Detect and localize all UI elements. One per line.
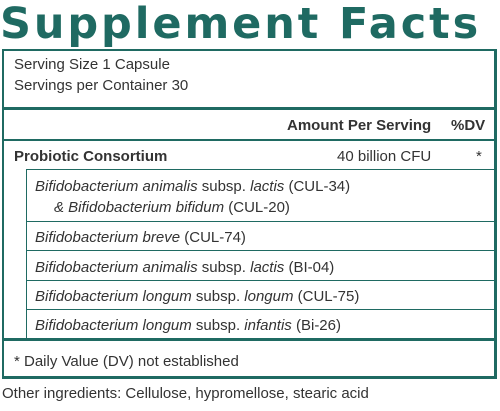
probiotic-consortium-dv: * bbox=[476, 148, 482, 165]
strain-subspecies: lactis bbox=[250, 259, 285, 276]
strain-code: (Bi-26) bbox=[291, 317, 341, 334]
amount-header: Amount Per Serving bbox=[287, 117, 432, 134]
strain-item: Bifidobacterium longum subsp. longum (CU… bbox=[35, 288, 359, 306]
daily-value-footnote: * Daily Value (DV) not established bbox=[14, 353, 239, 370]
strain-subsp: subsp. bbox=[191, 317, 245, 334]
strain-subspecies: longum bbox=[244, 288, 294, 305]
probiotic-consortium-label: Probiotic Consortium bbox=[14, 148, 168, 165]
strain-species: & Bifidobacterium bifidum bbox=[54, 199, 225, 216]
strain-item: Bifidobacterium breve (CUL-74) bbox=[35, 229, 246, 247]
panel-title: Supplement Facts bbox=[0, 0, 482, 49]
serving-size: Serving Size 1 Capsule bbox=[14, 56, 170, 73]
strain-code: (CUL-34) bbox=[284, 178, 351, 195]
strain-code: (BI-04) bbox=[284, 259, 335, 276]
strain-subsp: subsp. bbox=[197, 178, 251, 195]
footer-divider bbox=[4, 338, 494, 341]
strain-rule bbox=[26, 280, 494, 281]
probiotic-consortium-amount: 40 billion CFU bbox=[337, 148, 432, 165]
strain-subspecies: lactis bbox=[250, 178, 285, 195]
facts-box: Serving Size 1 Capsule Servings per Cont… bbox=[2, 49, 497, 379]
strain-item-continued: & Bifidobacterium bifidum (CUL-20) bbox=[54, 199, 290, 217]
strain-code: (CUL-20) bbox=[224, 199, 290, 216]
strain-item: Bifidobacterium longum subsp. infantis (… bbox=[35, 317, 341, 335]
strain-rule bbox=[26, 309, 494, 310]
strain-rule bbox=[26, 221, 494, 222]
strain-species: Bifidobacterium breve bbox=[35, 229, 181, 246]
strain-group-line bbox=[26, 169, 27, 338]
header-divider bbox=[4, 107, 494, 110]
strain-rule bbox=[26, 250, 494, 251]
servings-per-container: Servings per Container 30 bbox=[14, 77, 189, 94]
column-header-rule bbox=[4, 139, 494, 141]
strain-code: (CUL-74) bbox=[180, 229, 246, 246]
strain-item: Bifidobacterium animalis subsp. lactis (… bbox=[35, 259, 334, 277]
strain-item: Bifidobacterium animalis subsp. lactis (… bbox=[35, 178, 350, 196]
strain-species: Bifidobacterium animalis bbox=[35, 259, 198, 276]
strain-rule bbox=[26, 169, 494, 170]
strain-species: Bifidobacterium longum bbox=[35, 317, 192, 334]
strain-subsp: subsp. bbox=[197, 259, 251, 276]
strain-subspecies: infantis bbox=[244, 317, 292, 334]
other-ingredients: Other ingredients: Cellulose, hypromello… bbox=[2, 385, 369, 402]
strain-subsp: subsp. bbox=[191, 288, 245, 305]
strain-species: Bifidobacterium longum bbox=[35, 288, 192, 305]
strain-code: (CUL-75) bbox=[293, 288, 360, 305]
strain-species: Bifidobacterium animalis bbox=[35, 178, 198, 195]
dv-header: %DV bbox=[451, 117, 486, 134]
